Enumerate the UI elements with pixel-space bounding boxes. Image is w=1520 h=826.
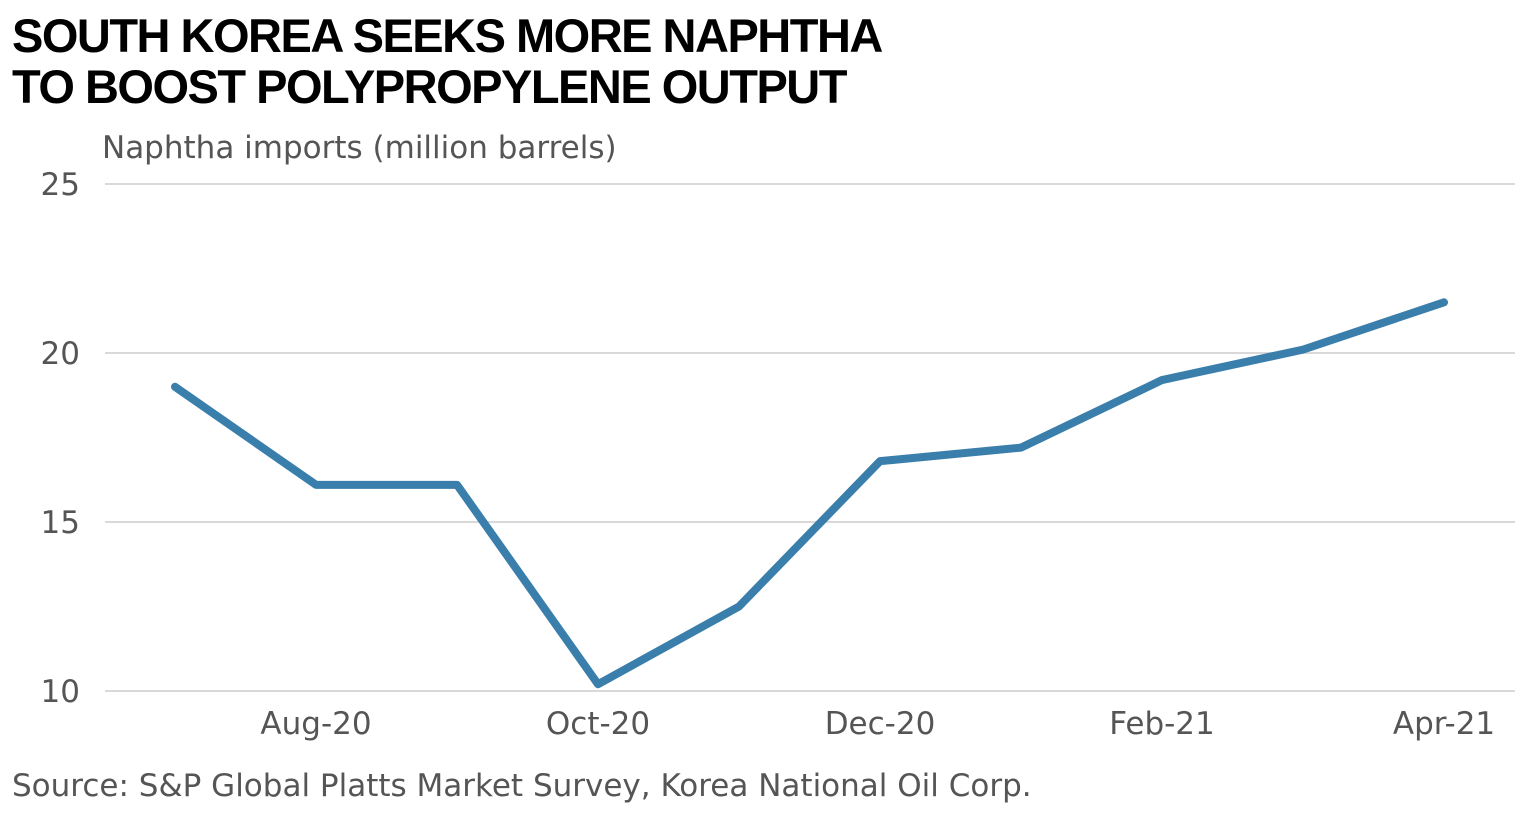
data-point-Sep-20 [456, 483, 458, 486]
data-point-Mar-21 [1302, 348, 1304, 351]
y-tick-label-10: 10 [41, 674, 80, 710]
data-point-Dec-20 [879, 460, 881, 463]
y-tick-label-20: 20 [41, 336, 80, 372]
series-line-0 [171, 298, 1448, 689]
y-axis-label: Naphtha imports (million barrels) [102, 130, 617, 166]
x-tick-label-Dec-20: Dec-20 [825, 706, 936, 742]
x-tick-label-Apr-21: Apr-21 [1393, 706, 1495, 742]
data-point-Jul-20 [174, 385, 176, 388]
chart-title: SOUTH KOREA SEEKS MORE NAPHTHA TO BOOST … [12, 9, 883, 113]
x-axis-ticks: Aug-20 Oct-20 Dec-20 Feb-21 Apr-21 [260, 706, 1495, 742]
y-tick-label-15: 15 [41, 505, 80, 541]
x-tick-label-Feb-21: Feb-21 [1109, 706, 1215, 742]
data-point-Oct-20 [597, 683, 599, 686]
source-note: Source: S&P Global Platts Market Survey,… [12, 768, 1032, 804]
grid-lines [105, 183, 1515, 692]
chart-title-line-1: SOUTH KOREA SEEKS MORE NAPHTHA [12, 9, 883, 62]
y-axis-ticks: 10 15 20 25 [41, 167, 80, 710]
chart-title-line-2: TO BOOST POLYPROPYLENE OUTPUT [12, 60, 847, 113]
x-tick-label-Oct-20: Oct-20 [546, 706, 650, 742]
data-point-Feb-21 [1161, 379, 1163, 382]
data-point-Aug-20 [315, 483, 317, 486]
x-tick-label-Aug-20: Aug-20 [260, 706, 371, 742]
data-point-Jan-21 [1020, 446, 1022, 449]
y-tick-label-25: 25 [41, 167, 80, 203]
data-point-Apr-21 [1443, 301, 1445, 304]
data-point-Nov-20 [738, 605, 740, 608]
series-layer [171, 298, 1448, 689]
